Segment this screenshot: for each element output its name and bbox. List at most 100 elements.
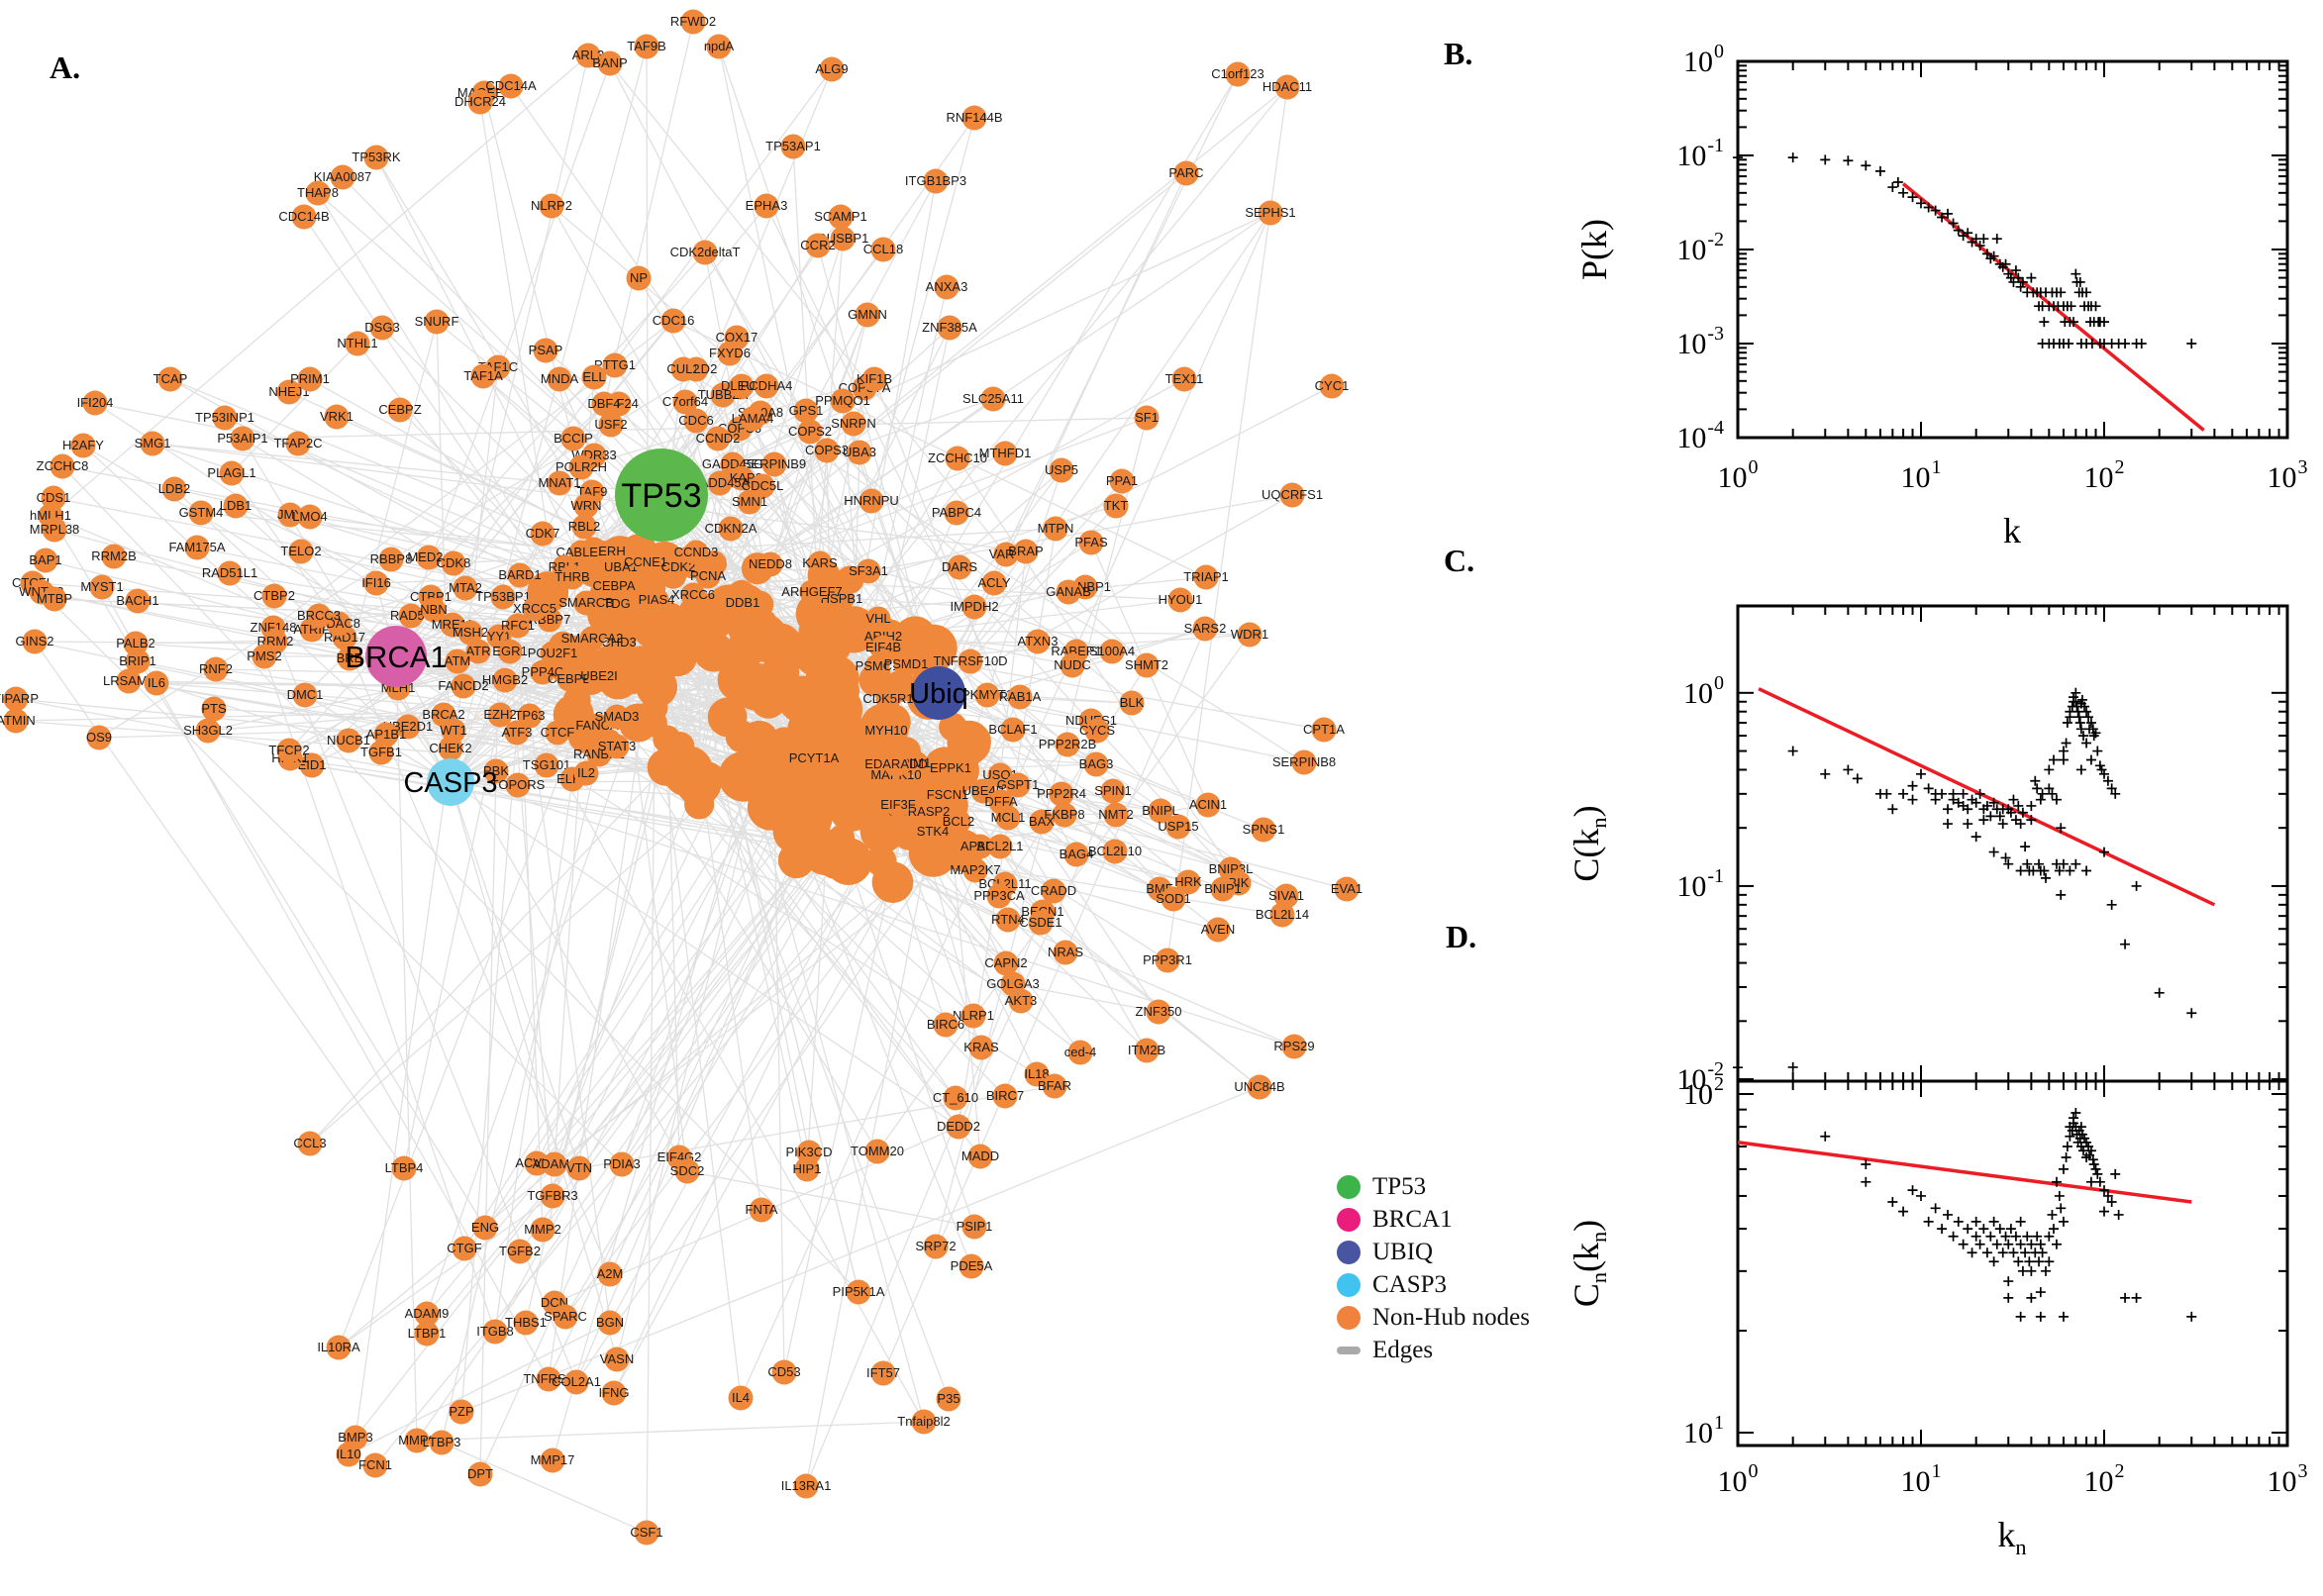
network-node — [1165, 814, 1191, 840]
network-node-label: P53AIP1 — [217, 431, 267, 446]
network-node — [1319, 373, 1345, 399]
network-node-label: USP5 — [1045, 462, 1078, 477]
network-node-label: SPARC — [544, 1309, 587, 1324]
network-node — [1053, 940, 1078, 965]
legend-item: TP53 — [1337, 1170, 1530, 1203]
network-node — [581, 364, 607, 390]
network-node-label: RFWD2 — [670, 14, 716, 29]
network-node — [729, 465, 755, 491]
network-node — [864, 1139, 890, 1164]
network-node — [457, 620, 483, 646]
legend-item: CASP3 — [1337, 1268, 1530, 1301]
network-node-label: SF1 — [1135, 410, 1159, 425]
network-node — [1279, 482, 1305, 508]
network-node-label: ZNF148 — [251, 620, 297, 635]
network-node — [542, 1151, 567, 1177]
network-node — [297, 366, 323, 392]
network-node-label: PLAGL1 — [207, 465, 255, 480]
network-node-label: TP53BP1 — [475, 589, 531, 604]
network-node — [1134, 1038, 1160, 1063]
legend-item: UBIQ — [1337, 1236, 1530, 1268]
network-node — [1134, 405, 1160, 431]
network-node-label: COPS2 — [788, 424, 832, 439]
network-node — [1103, 802, 1129, 828]
network-node — [212, 405, 238, 431]
network-node — [467, 1461, 493, 1487]
network-node — [797, 419, 823, 445]
panel-c-label: C. — [1444, 543, 1475, 578]
network-node — [3, 686, 29, 712]
network-node — [807, 550, 833, 576]
network-node — [70, 433, 96, 458]
network-node — [438, 736, 463, 761]
network-node-label: KARS — [802, 555, 838, 570]
network-node — [530, 521, 556, 547]
network-node — [944, 500, 969, 526]
network-node-label: BRAP — [1008, 544, 1043, 558]
network-node-label: FNTA — [746, 1202, 778, 1217]
network-node-label: npdA — [704, 39, 735, 53]
svg-text:100: 100 — [1718, 1460, 1759, 1498]
network-node — [858, 488, 884, 514]
network-node — [683, 408, 709, 434]
network-node-label: YY1 — [487, 629, 512, 644]
network-node — [306, 603, 332, 629]
network-node — [1084, 718, 1110, 744]
network-node-label: TP53AP1 — [765, 139, 821, 153]
network-node-label: THBS1 — [505, 1315, 547, 1330]
network-node-label: GANAB — [1046, 584, 1091, 599]
network-node — [42, 586, 67, 612]
network-node-label: ITM2B — [1128, 1043, 1165, 1057]
network-node — [498, 73, 524, 99]
network-node-label: RAD50 — [390, 608, 432, 623]
network-node-label: POU2F1 — [528, 646, 578, 660]
network-node — [938, 755, 963, 781]
network-node — [864, 653, 890, 679]
network-node — [1102, 839, 1128, 864]
network-node-label: C7orf64 — [662, 394, 708, 409]
network-node-label: SHMT2 — [1125, 657, 1168, 672]
network-node — [530, 1217, 556, 1243]
network-node-label: BCL2L1 — [977, 839, 1024, 853]
plot-frame — [1736, 604, 2289, 1083]
network-node-label: CSF1 — [630, 1525, 662, 1540]
legend-item-label: CASP3 — [1372, 1270, 1448, 1298]
network-node — [223, 493, 249, 519]
network-node — [188, 500, 214, 526]
network-node — [586, 663, 612, 689]
network-node-label: OS9 — [86, 730, 112, 745]
network-node-label: IFT57 — [866, 1365, 900, 1380]
network-node — [870, 237, 896, 262]
network-node — [414, 1301, 440, 1327]
network-node-label: BCL2L10 — [1088, 844, 1142, 858]
network-node — [992, 441, 1018, 466]
network-node — [571, 514, 597, 540]
network-node — [754, 193, 779, 219]
network-node-label: JMY — [277, 507, 303, 522]
network-node-label: SMG1 — [135, 436, 171, 450]
network-node-label: LDB1 — [220, 498, 252, 513]
network-node — [728, 1385, 754, 1411]
network-node — [847, 440, 872, 465]
network-node-label: RFC1 — [501, 618, 535, 633]
network-node — [547, 366, 572, 392]
network-node — [505, 613, 531, 639]
network-hub-nodes: TP53 BRCA1 Ubiq CASP3 — [345, 449, 968, 806]
network-node-label: TIPARP — [0, 691, 39, 706]
network-node-label: VRK1 — [320, 409, 354, 424]
network-node — [680, 9, 706, 35]
network-node — [449, 1399, 474, 1425]
network-node — [277, 502, 303, 528]
network-node-label: CCND2 — [696, 431, 741, 446]
hub-node-ubiq — [912, 666, 965, 720]
network-node-label: BRCA2 — [422, 707, 464, 722]
network-node — [856, 558, 881, 584]
network-node-label: DARS — [942, 559, 977, 574]
network-node-label: PPP3R1 — [1143, 952, 1192, 967]
network-node-label: CDS1 — [37, 490, 71, 505]
svg-text:P(k): P(k) — [1574, 219, 1614, 280]
network-node-label: IMPDH2 — [950, 599, 998, 614]
network-node-label: C1orf123 — [1211, 66, 1263, 81]
network-node — [337, 646, 362, 671]
